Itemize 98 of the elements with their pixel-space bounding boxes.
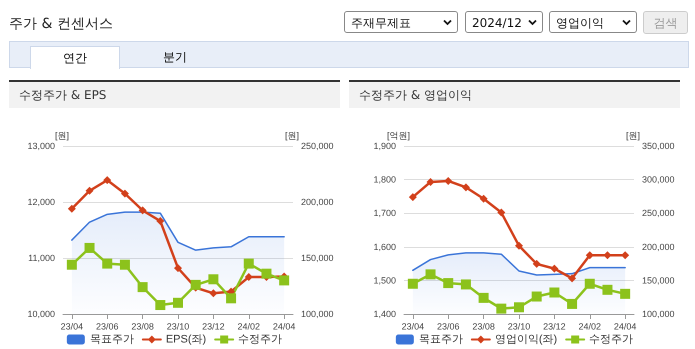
y2-axis-title: [원] <box>626 130 640 140</box>
x-tick-label: 23/10 <box>166 322 190 332</box>
y2-tick-label: 300,000 <box>642 174 675 185</box>
x-tick-label: 23/08 <box>131 322 154 332</box>
point <box>86 186 94 195</box>
chart-title: 수정주가 & 영업이익 <box>349 82 680 108</box>
y-tick-label: 1,800 <box>373 174 396 185</box>
point <box>462 183 470 192</box>
y-tick-label: 1,400 <box>373 309 396 319</box>
text: 영업이익 <box>549 11 637 33</box>
point <box>497 208 506 217</box>
chart-title: 수정주가 & EPS <box>9 82 340 108</box>
y2-tick-label: 200,000 <box>642 242 675 252</box>
point <box>532 260 541 268</box>
text: 연간 <box>30 46 120 69</box>
point <box>568 274 576 282</box>
point <box>408 193 417 202</box>
point <box>120 260 130 270</box>
point <box>480 194 488 203</box>
point <box>209 289 218 298</box>
legend-label: 수정주가 <box>238 334 282 346</box>
point <box>550 264 558 273</box>
y2-tick-label: 350,000 <box>642 141 675 151</box>
text: 2024/12 <box>465 11 543 33</box>
x-tick-label: 23/06 <box>436 322 460 332</box>
legend-label: 수정주가 <box>589 334 634 346</box>
y2-tick-label: 100,000 <box>301 309 334 319</box>
text: 주가 & 컨센서스 <box>9 15 113 33</box>
point <box>460 279 471 290</box>
point <box>549 287 560 298</box>
point <box>515 242 523 250</box>
y-tick-label: 12,000 <box>27 197 55 207</box>
point <box>514 302 524 312</box>
x-tick-label: 23/04 <box>60 322 84 332</box>
y-tick-label: 1,600 <box>373 242 396 252</box>
y-axis-title: [억원] <box>386 130 410 140</box>
point <box>261 268 272 279</box>
y-tick-label: 1,700 <box>373 208 396 218</box>
point <box>84 242 95 253</box>
legend-label: 목표주가 <box>418 334 463 346</box>
x-tick-label: 24/04 <box>272 322 296 332</box>
y2-tick-label: 200,000 <box>301 197 334 207</box>
text: 분기 <box>162 49 188 66</box>
x-tick-label: 23/08 <box>472 322 495 332</box>
text: 주재무제표 <box>344 11 458 33</box>
y2-tick-label: 150,000 <box>642 275 675 286</box>
point <box>103 176 112 184</box>
y2-axis-title: [원] <box>285 130 300 140</box>
y-tick-label: 1,500 <box>373 275 396 286</box>
point <box>102 258 112 269</box>
point <box>279 275 290 286</box>
point <box>66 260 77 270</box>
point <box>68 204 76 213</box>
legend-label: 목표주가 <box>90 334 134 346</box>
point <box>567 298 578 309</box>
point <box>408 278 418 289</box>
point <box>244 258 254 269</box>
y2-tick-label: 100,000 <box>642 309 675 319</box>
y-tick-label: 1,900 <box>373 141 396 151</box>
x-tick-label: 24/02 <box>238 322 260 332</box>
point <box>156 217 164 226</box>
point <box>244 273 253 282</box>
x-tick-label: 23/10 <box>508 322 530 332</box>
point <box>602 284 612 295</box>
point <box>496 304 506 314</box>
x-tick-label: 23/12 <box>202 322 225 332</box>
point <box>173 298 183 308</box>
point <box>208 274 218 284</box>
point <box>120 190 129 198</box>
legend-label: EPS(좌) <box>166 334 206 346</box>
point <box>620 288 630 299</box>
y2-tick-label: 250,000 <box>642 208 675 218</box>
x-tick-label: 24/02 <box>578 322 602 332</box>
point <box>226 293 236 304</box>
point <box>621 251 630 260</box>
y-tick-label: 11,000 <box>28 253 55 263</box>
point <box>138 206 147 214</box>
x-tick-label: 23/12 <box>543 322 566 332</box>
point <box>532 292 542 302</box>
point <box>426 269 436 280</box>
x-tick-label: 23/04 <box>402 322 424 332</box>
x-tick-label: 23/06 <box>96 322 118 332</box>
x-tick-label: 24/04 <box>614 322 636 332</box>
point <box>190 280 201 290</box>
text: 검색 <box>643 11 688 34</box>
point <box>174 264 182 272</box>
y-axis-title: [원] <box>54 130 69 140</box>
y2-tick-label: 150,000 <box>301 253 334 263</box>
y-tick-label: 10,000 <box>27 309 55 319</box>
point <box>444 176 452 185</box>
point <box>138 282 148 292</box>
legend-label: 영업이익(좌) <box>494 334 558 346</box>
point <box>584 278 595 289</box>
y2-tick-label: 250,000 <box>301 141 334 151</box>
point <box>478 292 489 303</box>
point <box>155 300 166 310</box>
y-tick-label: 13,000 <box>27 141 55 151</box>
point <box>443 278 454 288</box>
